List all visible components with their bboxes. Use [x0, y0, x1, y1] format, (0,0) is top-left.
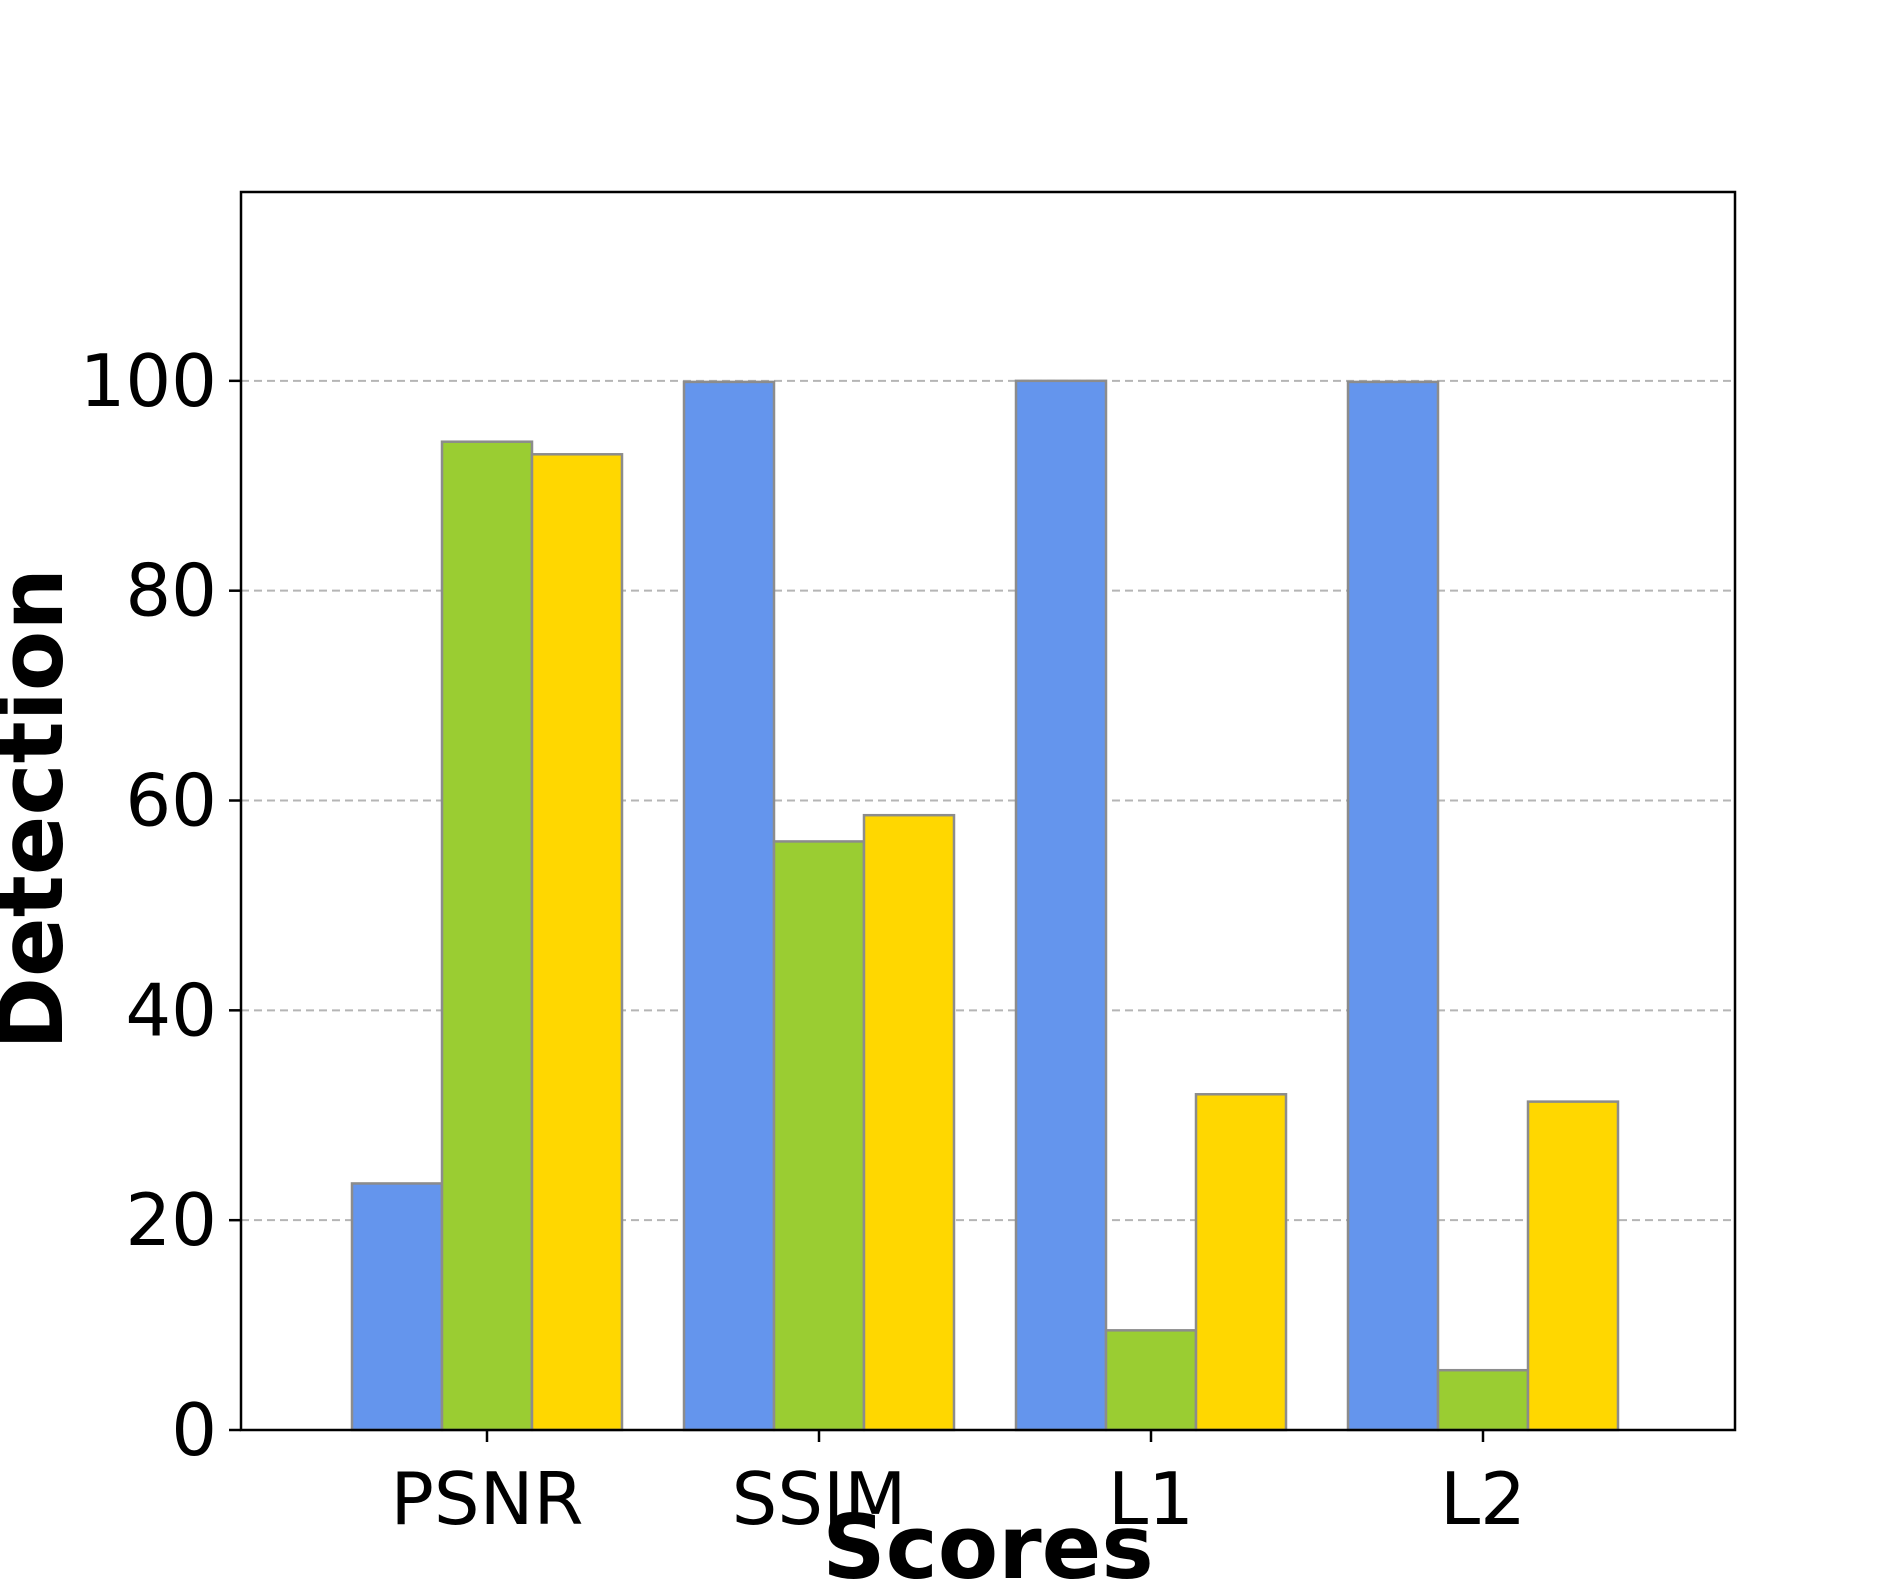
bar-ssim-series-3 [862, 813, 956, 1432]
bar-l2-series-2 [1436, 1368, 1530, 1432]
y-tick-label: 60 [125, 759, 217, 843]
x-tick-label-l2: L2 [1440, 1457, 1526, 1541]
x-tick-label-ssim: SSIM [732, 1457, 907, 1541]
bar-ssim-series-1 [682, 380, 776, 1432]
y-axis-title: Detection [0, 568, 83, 1050]
x-tick-label-l1: L1 [1108, 1457, 1194, 1541]
ticks: 0 20 40 60 80 100 PSNR SSIM L1 L2 [80, 339, 1526, 1541]
x-tick-label-psnr: PSNR [390, 1457, 583, 1541]
bar-ssim-series-2 [772, 840, 866, 1432]
y-tick-label: 40 [125, 968, 217, 1052]
bar-l1-series-1 [1014, 379, 1108, 1432]
bar-psnr-series-3 [530, 453, 624, 1432]
y-tick-label: 100 [80, 339, 217, 423]
y-tick-label: 80 [125, 549, 217, 633]
y-tick-label: 0 [171, 1388, 217, 1472]
plot-frame [239, 190, 1737, 1432]
bar-psnr-series-2 [440, 440, 534, 1432]
x-axis-title: Scores [822, 1496, 1153, 1586]
bar-psnr-series-1 [350, 1182, 444, 1432]
bar-l1-series-3 [1194, 1093, 1288, 1432]
y-tick-label: 20 [125, 1178, 217, 1262]
bar-l1-series-2 [1104, 1329, 1198, 1432]
bar-l2-series-3 [1526, 1100, 1620, 1432]
bar-l2-series-1 [1346, 380, 1440, 1432]
bars [350, 379, 1620, 1432]
